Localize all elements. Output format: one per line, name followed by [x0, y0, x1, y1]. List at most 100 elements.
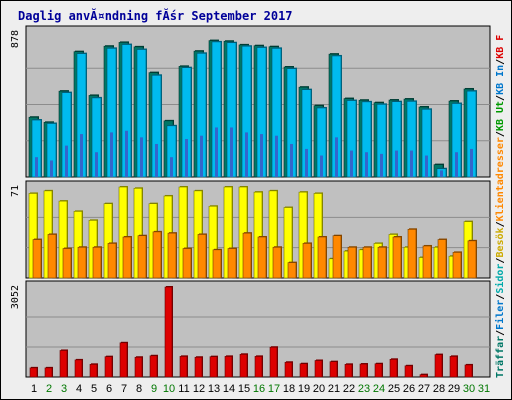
kbytes-bar [179, 356, 188, 378]
day-group-bottom-29 [449, 355, 458, 378]
day-group-middle-6 [103, 202, 117, 279]
kbytes-bar [329, 361, 338, 378]
day-label-30: 30 [463, 383, 475, 395]
sites-bar [197, 234, 207, 279]
pages-bar [215, 127, 218, 177]
pages-bar [155, 143, 158, 177]
day-label-11: 11 [178, 383, 189, 395]
day-group-top-23 [358, 99, 372, 178]
day-group-bottom-17 [269, 346, 278, 378]
kbytes-bar [104, 356, 113, 378]
day-group-middle-14 [223, 186, 237, 279]
day-label-16: 16 [253, 383, 265, 395]
side-legend-item: Filer [494, 300, 506, 330]
day-label-8: 8 [136, 383, 142, 395]
ymax-label-bottom: 3052 [10, 285, 21, 309]
sites-bar [77, 246, 87, 279]
day-group-bottom-9 [149, 354, 158, 378]
day-group-top-5 [88, 94, 102, 178]
day-group-top-11 [178, 65, 192, 178]
day-group-top-22 [343, 97, 357, 178]
pages-bar [185, 139, 188, 177]
day-group-bottom-14 [224, 355, 233, 378]
sites-bar [47, 234, 57, 279]
kbytes-bar [224, 356, 233, 378]
sites-bar [257, 236, 267, 279]
sites-bar [332, 235, 342, 279]
sites-bar [467, 240, 477, 279]
side-legend-separator: / [495, 221, 506, 227]
day-group-top-21 [328, 53, 342, 178]
kbytes-bar [419, 374, 428, 378]
day-group-middle-24 [373, 242, 387, 279]
day-group-top-27 [418, 105, 432, 178]
day-label-21: 21 [328, 383, 340, 395]
chart-title: Daglig anvĂ¤ndning fĂśr September 2017 [18, 8, 293, 23]
day-group-bottom-12 [194, 356, 203, 378]
day-group-middle-8 [133, 187, 147, 279]
day-group-bottom-25 [389, 358, 398, 378]
day-label-20: 20 [313, 383, 325, 395]
day-group-bottom-13 [209, 355, 218, 378]
day-group-bottom-30 [464, 363, 473, 378]
kbytes-bar [314, 360, 323, 378]
day-label-1: 1 [31, 383, 37, 395]
day-group-top-2 [43, 121, 57, 178]
day-group-top-9 [148, 71, 162, 178]
ymax-label-top: 878 [10, 30, 21, 48]
day-group-middle-17 [268, 189, 282, 279]
day-group-bottom-10 [164, 286, 173, 378]
side-legend-item: KB F [495, 35, 506, 59]
day-group-top-16 [253, 44, 267, 178]
sites-bar [242, 232, 252, 279]
day-group-middle-26 [403, 228, 417, 279]
day-group-top-4 [73, 50, 87, 178]
day-group-middle-10 [163, 194, 177, 279]
day-group-middle-30 [463, 220, 477, 279]
sites-bar [107, 243, 117, 279]
day-group-bottom-3 [59, 349, 68, 378]
side-legend-separator: / [495, 95, 506, 101]
kbytes-bar [119, 342, 128, 378]
pages-bar [95, 152, 98, 177]
sites-bar [137, 235, 147, 279]
day-group-middle-23 [358, 246, 372, 279]
kbytes-bar [434, 354, 443, 378]
day-group-top-15 [238, 43, 252, 178]
kbytes-bar [269, 346, 278, 378]
sites-bar [122, 236, 132, 279]
day-group-bottom-11 [179, 355, 188, 378]
kbytes-bar [134, 356, 143, 378]
day-group-bottom-7 [119, 341, 128, 378]
day-group-bottom-18 [284, 361, 293, 378]
day-group-bottom-6 [104, 355, 113, 378]
sites-bar [317, 236, 327, 279]
sites-bar [92, 246, 102, 279]
day-label-3: 3 [61, 383, 67, 395]
day-group-bottom-22 [344, 363, 353, 378]
day-group-bottom-24 [374, 362, 383, 378]
side-legend-separator: / [495, 258, 506, 264]
panels: 878 71 3052 [10, 25, 491, 378]
pages-bar [305, 148, 308, 177]
pages-bar [410, 150, 413, 177]
day-group-middle-28 [433, 238, 447, 279]
kbytes-bar [404, 365, 413, 378]
day-group-middle-13 [208, 205, 222, 279]
kbytes-bar [209, 356, 218, 378]
sites-bar [287, 262, 297, 279]
sites-bar [32, 239, 42, 279]
day-group-top-3 [58, 90, 72, 178]
day-label-23: 23 [358, 383, 370, 395]
day-group-bottom-1 [29, 366, 38, 378]
side-legend-separator: / [495, 131, 506, 137]
day-group-top-24 [373, 101, 387, 178]
sites-bar [152, 231, 162, 279]
sites-bar [437, 239, 447, 279]
side-legend-item: Träffar [495, 336, 506, 378]
day-group-bottom-21 [329, 360, 338, 378]
sites-bar [182, 248, 192, 279]
pages-bar [125, 130, 128, 177]
day-label-13: 13 [208, 383, 220, 395]
kbytes-bar [299, 363, 308, 378]
